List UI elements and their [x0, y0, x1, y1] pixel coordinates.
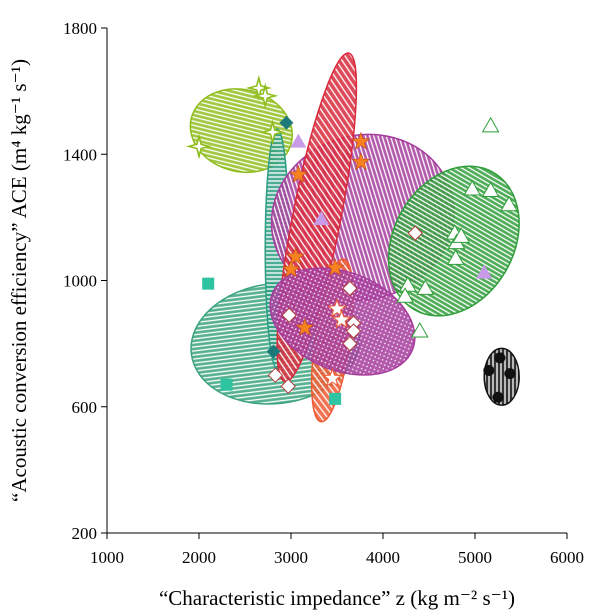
- x-tick-label: 2000: [182, 548, 216, 567]
- open-triangle-marker: [483, 118, 499, 132]
- y-tick-label: 1800: [63, 19, 97, 38]
- circle-marker: [483, 365, 494, 376]
- x-tick-label: 6000: [550, 548, 584, 567]
- x-axis-title: “Characteristic impedance” z (kg m⁻² s⁻¹…: [159, 586, 515, 610]
- y-tick-label: 1400: [63, 145, 97, 164]
- y-axis-title: “Acoustic conversion efficiency” ACE (m⁴…: [7, 59, 31, 502]
- x-tick-label: 5000: [458, 548, 492, 567]
- y-tick-label: 200: [72, 524, 98, 543]
- square-marker: [202, 278, 214, 290]
- square-marker: [221, 379, 233, 391]
- circle-marker: [504, 368, 515, 379]
- y-tick-label: 600: [72, 398, 98, 417]
- x-tick-label: 4000: [366, 548, 400, 567]
- square-marker: [329, 393, 341, 405]
- circle-marker: [494, 352, 505, 363]
- x-tick-label: 1000: [90, 548, 124, 567]
- y-tick-label: 1000: [63, 272, 97, 291]
- x-tick-label: 3000: [274, 548, 308, 567]
- circle-marker: [493, 392, 504, 403]
